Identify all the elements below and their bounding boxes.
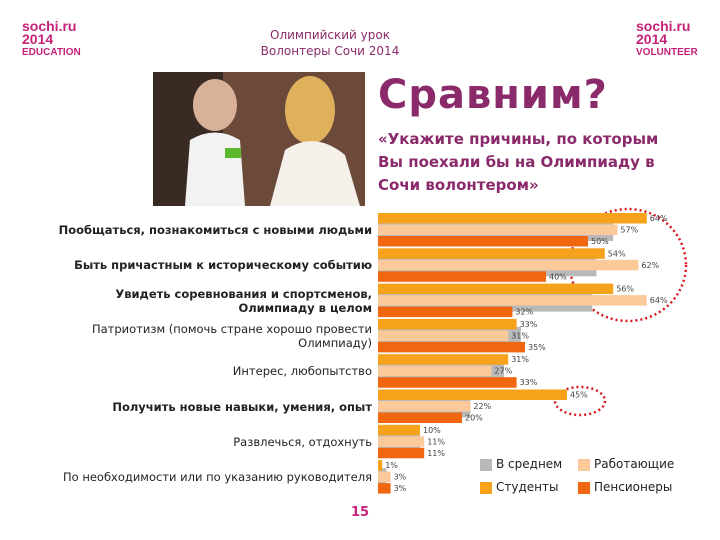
legend-label: В среднем [496, 457, 563, 471]
logo-left: sochi.ru 2014 EDUCATION [22, 18, 81, 59]
value-label: 57% [620, 226, 638, 235]
bar [378, 471, 391, 483]
value-label: 50% [591, 237, 609, 246]
bar [378, 483, 391, 494]
question: «Укажите причины, по которым Вы поехали … [378, 130, 659, 194]
value-label: 40% [549, 272, 567, 281]
logo-right: sochi.ru 2014 VOLUNTEER [636, 18, 698, 59]
value-label: 62% [641, 261, 659, 270]
value-label: 3% [394, 473, 407, 482]
slide-title: Сравним? [378, 72, 608, 118]
value-label: 22% [473, 402, 491, 411]
bar [378, 283, 614, 295]
category-label: Развлечься, отдохнуть [233, 434, 372, 449]
value-label: 31% [511, 331, 529, 340]
value-label: 33% [520, 378, 538, 387]
bar [378, 306, 513, 318]
value-label: 64% [650, 214, 668, 223]
photo [153, 72, 365, 206]
legend-label: Студенты [496, 480, 559, 494]
legend-swatch [480, 459, 492, 471]
category-label: Получить новые навыки, умения, опыт [112, 399, 372, 414]
logo-text: sochi.ru [636, 18, 691, 34]
value-label: 31% [511, 355, 529, 364]
legend-swatch [578, 459, 590, 471]
bar [378, 412, 462, 423]
value-label: 3% [394, 484, 407, 493]
value-label: 1% [385, 461, 398, 470]
value-label: 56% [616, 285, 634, 294]
legend-label: Пенсионеры [594, 480, 673, 494]
category-label: Интерес, любопытство [232, 364, 372, 379]
bar [378, 365, 492, 377]
logo-text: 2014 [636, 31, 668, 47]
value-label: 32% [515, 308, 533, 317]
bar [378, 377, 517, 388]
page-number: 15 [350, 505, 370, 520]
bar [378, 354, 509, 365]
bar [378, 447, 425, 459]
logo-text: 2014 [22, 31, 54, 47]
bar [378, 295, 647, 306]
category-label: По необходимости или по указанию руковод… [62, 470, 372, 485]
value-label: 54% [608, 249, 626, 258]
value-label: 27% [494, 367, 512, 376]
highlight [553, 207, 688, 417]
bar [378, 318, 517, 330]
category-label: Быть причастным к историческому событию [74, 258, 372, 273]
value-label: 11% [427, 449, 445, 458]
category-label: Патриотизм (помочь стране хорошо провест… [91, 321, 372, 350]
logo-text: EDUCATION [22, 47, 81, 58]
bar [378, 271, 546, 282]
category-label: Увидеть соревнования и спортсменов, Олим… [115, 286, 372, 315]
value-label: 45% [570, 391, 588, 400]
logo-text: VOLUNTEER [636, 47, 698, 58]
bar [378, 224, 618, 235]
legend-label: Работающие [594, 457, 675, 471]
logo-text: sochi.ru [22, 18, 77, 34]
value-label: 35% [528, 343, 546, 352]
bar [378, 389, 567, 400]
value-label: 11% [427, 437, 445, 446]
header-line: Олимпийский урок [270, 28, 390, 42]
bar [378, 330, 509, 341]
bar [378, 236, 588, 247]
value-label: 10% [423, 426, 441, 435]
value-label: 64% [650, 296, 668, 305]
category-label: Пообщаться, познакомиться с новыми людьм… [58, 223, 372, 237]
value-label: 20% [465, 414, 483, 423]
bar [378, 424, 420, 436]
bar [378, 401, 471, 412]
value-label: 33% [520, 320, 538, 329]
bar [378, 213, 647, 224]
legend-swatch [480, 482, 492, 494]
bar [378, 259, 639, 271]
header-line: Волонтеры Сочи 2014 [260, 44, 400, 58]
bar [378, 341, 525, 353]
bar [378, 436, 425, 447]
bar [378, 248, 605, 259]
bar [378, 460, 383, 471]
legend-swatch [578, 482, 590, 494]
